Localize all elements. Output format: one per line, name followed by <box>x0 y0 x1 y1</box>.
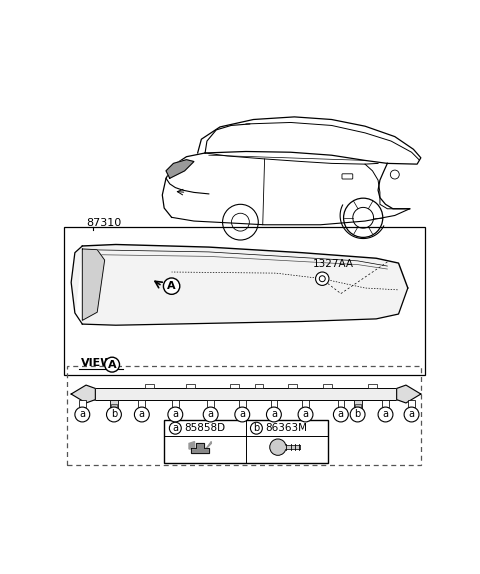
Text: a: a <box>139 409 145 420</box>
Text: 86363M: 86363M <box>265 423 307 433</box>
Bar <box>111 404 117 410</box>
Polygon shape <box>189 441 194 449</box>
Bar <box>207 400 214 408</box>
Circle shape <box>105 357 120 372</box>
Text: a: a <box>271 409 277 420</box>
Text: a: a <box>239 409 245 420</box>
Text: 85858D: 85858D <box>185 423 226 433</box>
Bar <box>239 400 246 408</box>
Text: A: A <box>108 360 116 370</box>
Text: a: a <box>172 423 179 433</box>
Bar <box>324 384 332 389</box>
Circle shape <box>235 407 250 422</box>
Circle shape <box>404 407 419 422</box>
Bar <box>353 400 362 411</box>
Bar <box>110 400 118 411</box>
Bar <box>355 404 360 410</box>
Bar <box>408 400 415 408</box>
Circle shape <box>107 407 121 422</box>
Text: a: a <box>172 409 179 420</box>
Circle shape <box>169 422 181 434</box>
Bar <box>254 384 264 389</box>
Circle shape <box>270 439 286 455</box>
Text: VIEW: VIEW <box>81 358 113 368</box>
Bar <box>230 384 240 389</box>
Bar <box>382 400 389 408</box>
Bar <box>368 384 377 389</box>
Text: a: a <box>383 409 388 420</box>
Bar <box>186 384 195 389</box>
Circle shape <box>350 407 365 422</box>
Text: b: b <box>111 409 117 420</box>
Text: b: b <box>253 423 260 433</box>
Circle shape <box>378 407 393 422</box>
Bar <box>337 400 344 408</box>
Bar <box>164 420 328 463</box>
Bar <box>288 384 297 389</box>
Text: A: A <box>168 281 176 291</box>
Circle shape <box>334 407 348 422</box>
Bar <box>64 227 424 375</box>
Polygon shape <box>396 385 421 403</box>
Circle shape <box>298 407 313 422</box>
Bar <box>139 400 145 408</box>
Text: a: a <box>208 409 214 420</box>
Polygon shape <box>206 441 211 449</box>
FancyBboxPatch shape <box>342 174 353 179</box>
Text: a: a <box>338 409 344 420</box>
Text: 1327AA: 1327AA <box>313 259 354 269</box>
Polygon shape <box>71 245 408 325</box>
Bar <box>271 400 277 408</box>
Circle shape <box>266 407 281 422</box>
Text: a: a <box>302 409 309 420</box>
Bar <box>145 384 154 389</box>
Circle shape <box>203 407 218 422</box>
Bar <box>79 400 85 408</box>
Polygon shape <box>166 160 194 179</box>
Circle shape <box>163 278 180 294</box>
Circle shape <box>315 272 329 285</box>
Text: 87310: 87310 <box>86 219 121 228</box>
Bar <box>172 400 179 408</box>
Circle shape <box>390 170 399 179</box>
Text: a: a <box>408 409 415 420</box>
Text: a: a <box>79 409 85 420</box>
Text: b: b <box>354 409 361 420</box>
Polygon shape <box>191 444 209 453</box>
Circle shape <box>168 407 183 422</box>
Bar <box>94 389 398 400</box>
Circle shape <box>75 407 90 422</box>
Polygon shape <box>71 385 96 403</box>
Circle shape <box>251 422 263 434</box>
Circle shape <box>134 407 149 422</box>
Bar <box>302 400 309 408</box>
Polygon shape <box>83 249 105 320</box>
